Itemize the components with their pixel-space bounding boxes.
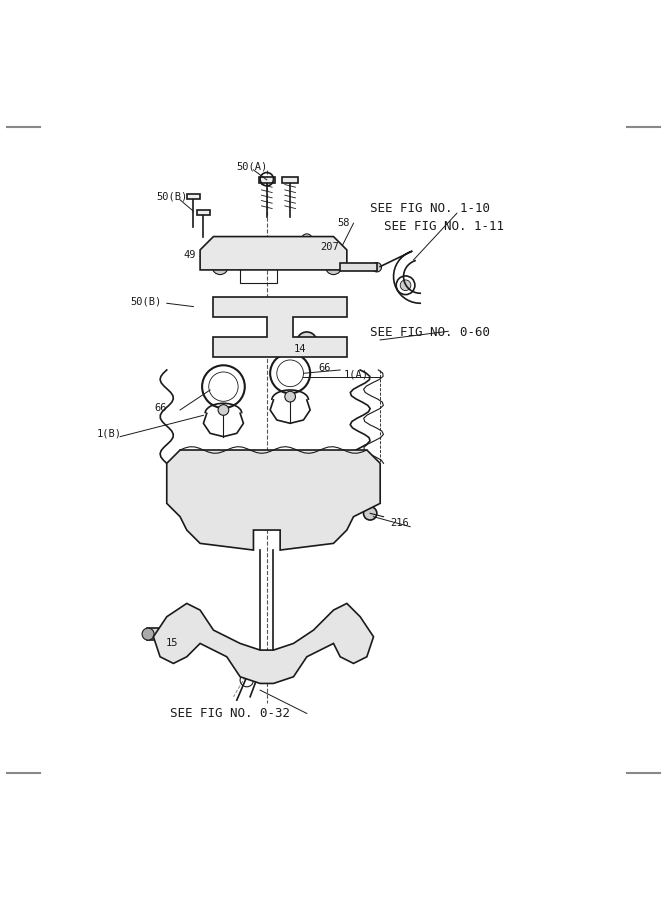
- Circle shape: [285, 392, 295, 402]
- Text: 15: 15: [165, 638, 178, 648]
- Text: 50(B): 50(B): [130, 297, 161, 307]
- Bar: [247, 456, 287, 510]
- Polygon shape: [153, 603, 374, 683]
- Text: SEE FIG NO. 0-60: SEE FIG NO. 0-60: [370, 326, 490, 339]
- Text: 207: 207: [320, 241, 339, 252]
- Circle shape: [297, 332, 317, 352]
- Circle shape: [372, 263, 382, 272]
- Text: 14: 14: [293, 344, 306, 354]
- Text: 50(B): 50(B): [157, 192, 188, 202]
- Circle shape: [212, 258, 228, 274]
- Text: SEE FIG NO. 1-10: SEE FIG NO. 1-10: [370, 202, 490, 215]
- Bar: [147, 628, 170, 640]
- Text: 1(A): 1(A): [344, 370, 368, 380]
- Text: 66: 66: [155, 403, 167, 413]
- Bar: [282, 176, 298, 184]
- Text: SEE FIG NO. 0-32: SEE FIG NO. 0-32: [170, 707, 290, 720]
- Circle shape: [163, 628, 175, 640]
- Circle shape: [400, 280, 411, 291]
- Circle shape: [142, 628, 154, 640]
- Polygon shape: [200, 237, 347, 270]
- Polygon shape: [340, 263, 377, 271]
- Bar: [197, 210, 210, 215]
- Text: 1(B): 1(B): [97, 429, 121, 439]
- Polygon shape: [213, 297, 347, 356]
- Circle shape: [302, 338, 311, 346]
- Bar: [240, 253, 277, 284]
- Circle shape: [301, 234, 312, 245]
- Circle shape: [218, 405, 229, 415]
- Text: 216: 216: [390, 518, 409, 528]
- Bar: [187, 194, 200, 199]
- Circle shape: [364, 507, 377, 520]
- Text: 58: 58: [337, 218, 350, 229]
- Text: 50(A): 50(A): [237, 161, 268, 172]
- Text: SEE FIG NO. 1-11: SEE FIG NO. 1-11: [384, 220, 504, 233]
- Bar: [259, 176, 275, 184]
- Circle shape: [325, 258, 342, 274]
- Polygon shape: [167, 450, 380, 550]
- Text: 66: 66: [318, 363, 331, 373]
- Text: 49: 49: [183, 249, 196, 259]
